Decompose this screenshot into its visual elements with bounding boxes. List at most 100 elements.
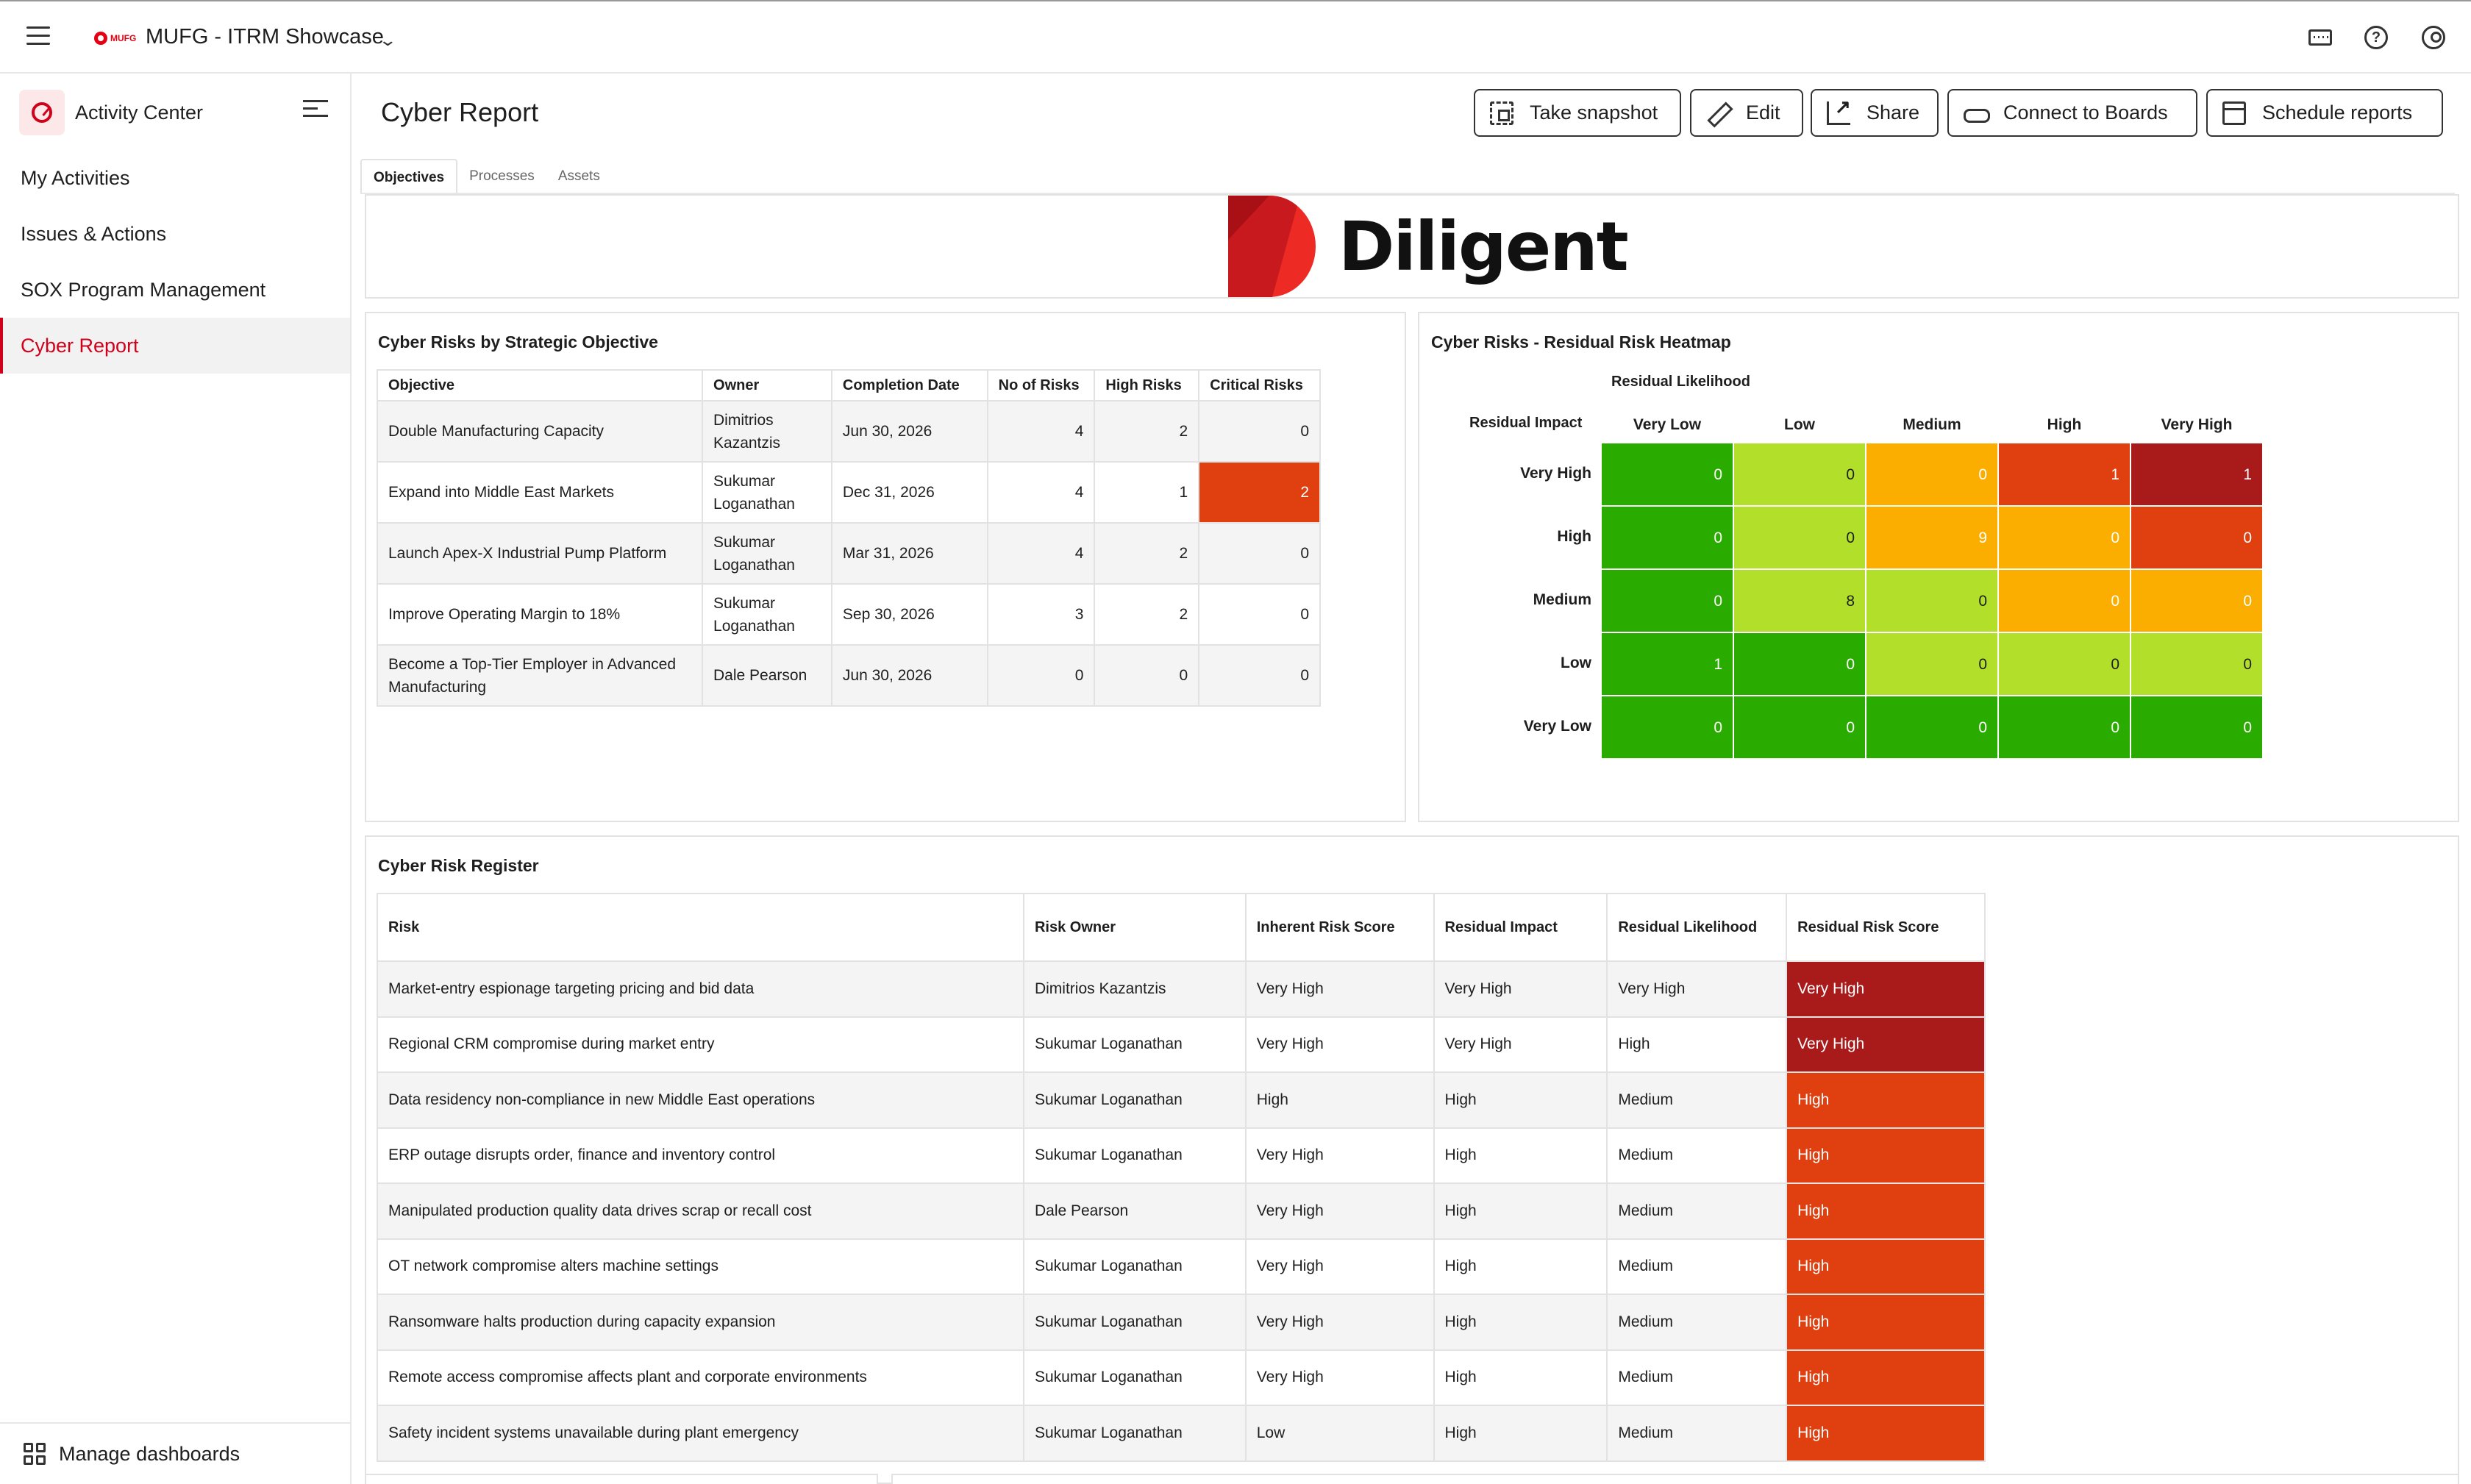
date-cell: Dec 31, 2026 — [830, 461, 988, 524]
table-row[interactable]: Launch Apex-X Industrial Pump Platform S… — [376, 522, 1321, 585]
owner-cell: Dimitrios Kazantzis — [702, 400, 832, 463]
inherent-score-cell: Very High — [1244, 1238, 1435, 1295]
heatmap-cell[interactable]: 0 — [1601, 569, 1733, 632]
bottom-panel-right — [891, 1474, 2459, 1484]
high-risks-cell: 2 — [1094, 583, 1200, 646]
sidebar-item-issues-actions[interactable]: Issues & Actions — [21, 223, 167, 245]
residual-impact-cell: High — [1433, 1349, 1608, 1406]
heatmap-cell[interactable]: 0 — [1601, 443, 1733, 506]
heatmap-cell[interactable]: 0 — [1866, 696, 1998, 759]
col-header-risk[interactable]: Risk — [377, 893, 1024, 962]
table-row[interactable]: Manipulated production quality data driv… — [377, 1182, 1986, 1240]
help-icon[interactable]: ? — [2362, 24, 2390, 51]
table-row[interactable]: Become a Top-Tier Employer in Advanced M… — [376, 644, 1321, 707]
heatmap-cell[interactable]: 9 — [1866, 506, 1998, 569]
heatmap-cell[interactable]: 0 — [2131, 569, 2263, 632]
heatmap-cell[interactable]: 0 — [1998, 696, 2131, 759]
tab-assets[interactable]: Assets — [557, 168, 600, 184]
schedule-reports-button[interactable]: Schedule reports — [2206, 89, 2443, 137]
table-row[interactable]: Ransomware halts production during capac… — [377, 1294, 1986, 1351]
col-header-residual-likelihood[interactable]: Residual Likelihood — [1606, 893, 1788, 962]
tab-objectives[interactable]: Objectives — [360, 159, 458, 194]
col-header-critical-risks[interactable]: Critical Risks — [1198, 369, 1321, 402]
residual-likelihood-cell: Medium — [1606, 1071, 1788, 1129]
risk-cell: Ransomware halts production during capac… — [377, 1294, 1024, 1351]
heatmap-row-label: Low — [1561, 654, 1591, 671]
risks-cell: 4 — [986, 461, 1096, 524]
objective-cell: Become a Top-Tier Employer in Advanced M… — [376, 644, 704, 707]
table-row[interactable]: Improve Operating Margin to 18% Sukumar … — [376, 583, 1321, 646]
table-row[interactable]: Remote access compromise affects plant a… — [377, 1349, 1986, 1406]
risk-cell: Remote access compromise affects plant a… — [377, 1349, 1024, 1406]
col-header-risk-owner[interactable]: Risk Owner — [1022, 893, 1247, 962]
sidebar-item-sox-program[interactable]: SOX Program Management — [21, 279, 266, 301]
report-tabs: Objectives Processes Assets — [360, 159, 612, 194]
heatmap-cell[interactable]: 1 — [1998, 443, 2131, 506]
chevron-down-icon[interactable]: ⌄ — [378, 31, 398, 49]
col-header-residual-score[interactable]: Residual Risk Score — [1786, 893, 1986, 962]
collapse-sidebar-icon[interactable] — [303, 100, 328, 122]
owner-cell: Sukumar Loganathan — [702, 522, 832, 585]
date-cell: Jun 30, 2026 — [830, 644, 988, 707]
heatmap-cell[interactable]: 0 — [1733, 443, 1866, 506]
heatmap-column-label: Very Low — [1633, 416, 1702, 433]
account-icon[interactable] — [2420, 24, 2447, 51]
risks-cell: 4 — [986, 522, 1096, 585]
heatmap-cell[interactable]: 0 — [2131, 506, 2263, 569]
sidebar-item-my-activities[interactable]: My Activities — [21, 167, 130, 189]
mufg-logo: MUFG — [94, 31, 136, 46]
residual-likelihood-cell: High — [1606, 1016, 1788, 1073]
table-row[interactable]: ERP outage disrupts order, finance and i… — [377, 1127, 1986, 1184]
heatmap-cell[interactable]: 1 — [1601, 632, 1733, 696]
risk-owner-cell: Sukumar Loganathan — [1022, 1238, 1247, 1295]
table-row[interactable]: Regional CRM compromise during market en… — [377, 1016, 1986, 1073]
col-header-residual-impact[interactable]: Residual Impact — [1433, 893, 1608, 962]
heatmap-cell[interactable]: 0 — [1866, 443, 1998, 506]
hamburger-menu-icon[interactable] — [26, 26, 50, 49]
heatmap-cell[interactable]: 0 — [1601, 696, 1733, 759]
col-header-objective[interactable]: Objective — [376, 369, 704, 402]
date-cell: Sep 30, 2026 — [830, 583, 988, 646]
workspace-name[interactable]: MUFG - ITRM Showcase — [146, 25, 384, 49]
heatmap-cell[interactable]: 0 — [1998, 632, 2131, 696]
heatmap-cell[interactable]: 0 — [1866, 632, 1998, 696]
owner-cell: Dale Pearson — [702, 644, 832, 707]
manage-dashboards-link[interactable]: Manage dashboards — [0, 1422, 350, 1484]
table-row[interactable]: Expand into Middle East Markets Sukumar … — [376, 461, 1321, 524]
col-header-high-risks[interactable]: High Risks — [1094, 369, 1200, 402]
critical-risks-cell: 0 — [1198, 583, 1321, 646]
connect-to-boards-button[interactable]: Connect to Boards — [1947, 89, 2197, 137]
col-header-no-of-risks[interactable]: No of Risks — [986, 369, 1096, 402]
residual-score-cell: High — [1786, 1349, 1986, 1406]
heatmap-cell[interactable]: 0 — [1733, 632, 1866, 696]
heatmap-cell[interactable]: 0 — [2131, 632, 2263, 696]
col-header-completion-date[interactable]: Completion Date — [830, 369, 988, 402]
heatmap-cell[interactable]: 0 — [2131, 696, 2263, 759]
table-row[interactable]: Safety incident systems unavailable duri… — [377, 1405, 1986, 1462]
share-button[interactable]: Share — [1811, 89, 1939, 137]
edit-button[interactable]: Edit — [1690, 89, 1803, 137]
keyboard-icon[interactable] — [2306, 24, 2334, 51]
col-header-inherent-score[interactable]: Inherent Risk Score — [1244, 893, 1435, 962]
table-row[interactable]: Double Manufacturing Capacity Dimitrios … — [376, 400, 1321, 463]
tab-processes[interactable]: Processes — [469, 168, 535, 184]
heatmap-cell[interactable]: 0 — [1998, 569, 2131, 632]
heatmap-cell[interactable]: 1 — [2131, 443, 2263, 506]
heatmap-cell[interactable]: 0 — [1998, 506, 2131, 569]
take-snapshot-button[interactable]: Take snapshot — [1474, 89, 1681, 137]
heatmap-cell[interactable]: 8 — [1733, 569, 1866, 632]
table-row[interactable]: Data residency non-compliance in new Mid… — [377, 1071, 1986, 1129]
heatmap-cell[interactable]: 0 — [1866, 569, 1998, 632]
heatmap-cell[interactable]: 0 — [1733, 506, 1866, 569]
table-row[interactable]: OT network compromise alters machine set… — [377, 1238, 1986, 1295]
residual-likelihood-cell: Medium — [1606, 1349, 1788, 1406]
sidebar-item-cyber-report[interactable]: Cyber Report — [0, 318, 350, 374]
table-row[interactable]: Market-entry espionage targeting pricing… — [377, 960, 1986, 1018]
high-risks-cell: 2 — [1094, 522, 1200, 585]
col-header-owner[interactable]: Owner — [702, 369, 832, 402]
residual-likelihood-cell: Medium — [1606, 1238, 1788, 1295]
risk-owner-cell: Sukumar Loganathan — [1022, 1349, 1247, 1406]
heatmap-column-label: Very High — [2161, 416, 2233, 433]
heatmap-cell[interactable]: 0 — [1733, 696, 1866, 759]
heatmap-cell[interactable]: 0 — [1601, 506, 1733, 569]
